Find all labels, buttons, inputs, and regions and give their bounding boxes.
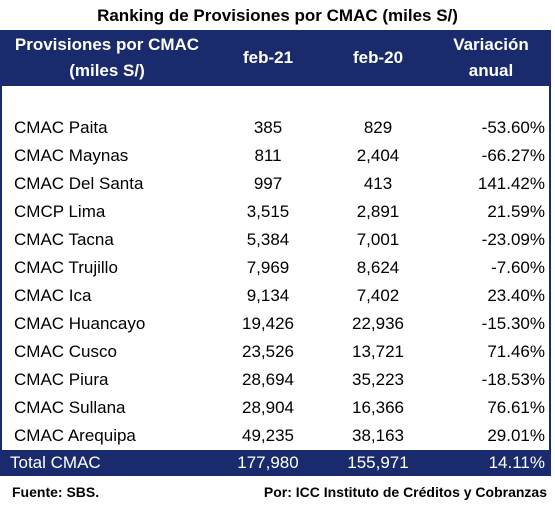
- cell-feb21: 997: [253, 174, 283, 193]
- cell-variation: 76.61%: [487, 398, 545, 417]
- cell-feb20: 35,223: [352, 370, 404, 389]
- table-row: CMAC Sullana 28,904 16,366 76.61%: [2, 394, 549, 422]
- table-body: CMAC Paita 385 829 -53.60% CMAC Maynas 811 2,4…: [2, 114, 549, 450]
- cell-feb20: 8,624: [356, 258, 400, 277]
- header-entity-line1: Provisiones por CMAC: [14, 35, 200, 54]
- header-entity-line2: (miles S/): [69, 61, 145, 80]
- cell-feb21: 23,526: [242, 342, 294, 361]
- cell-feb21: 385: [253, 118, 283, 137]
- cell-variation: 29.01%: [487, 426, 545, 445]
- header-cell-feb20: feb-20: [352, 48, 404, 67]
- cell-feb20: 7,001: [356, 230, 400, 249]
- table-title: Ranking de Provisiones por CMAC (miles S…: [97, 6, 458, 25]
- cell-feb20: 7,402: [356, 286, 400, 305]
- cell-entity-name: CMAC Piura: [14, 370, 109, 389]
- cell-feb20: 413: [363, 174, 393, 193]
- cell-feb20: 13,721: [352, 342, 404, 361]
- header-variation-line1: Variación: [453, 35, 529, 54]
- cell-entity-name: CMAC Tacna: [14, 230, 114, 249]
- cell-variation: -18.53%: [481, 370, 545, 389]
- cell-variation: -23.09%: [481, 230, 545, 249]
- cell-variation: 23.40%: [487, 286, 545, 305]
- table-row: CMAC Trujillo 7,969 8,624 -7.60%: [2, 254, 549, 282]
- cell-entity-name: CMAC Ica: [14, 286, 92, 305]
- footer: Fuente: SBS. Por: ICC Instituto de Crédi…: [0, 480, 555, 504]
- total-feb21: 177,980: [237, 453, 299, 472]
- cell-variation: -7.60%: [491, 258, 545, 277]
- header-cell-feb21: feb-21: [242, 48, 294, 67]
- cell-feb20: 2,404: [356, 146, 400, 165]
- cell-feb21: 28,694: [242, 370, 294, 389]
- header-cell-variation: Variación anual: [433, 30, 549, 86]
- cell-feb20: 22,936: [352, 314, 404, 333]
- table-row: CMAC Tacna 5,384 7,001 -23.09%: [2, 226, 549, 254]
- cell-entity-name: CMAC Huancayo: [14, 314, 146, 333]
- cell-feb20: 38,163: [352, 426, 404, 445]
- total-name: Total CMAC: [10, 453, 101, 472]
- total-feb20: 155,971: [347, 453, 409, 472]
- header-variation-line2: anual: [468, 61, 514, 80]
- cell-feb21: 19,426: [242, 314, 294, 333]
- cell-variation: 141.42%: [477, 174, 545, 193]
- cell-entity-name: CMAC Maynas: [14, 146, 129, 165]
- table-row: CMAC Huancayo 19,426 22,936 -15.30%: [2, 310, 549, 338]
- cell-variation: 21.59%: [487, 202, 545, 221]
- cell-feb20: 2,891: [356, 202, 400, 221]
- cell-variation: -66.27%: [481, 146, 545, 165]
- table-header: Provisiones por CMAC (miles S/) feb-21 f…: [0, 30, 551, 86]
- total-variation: 14.11%: [488, 453, 545, 472]
- cell-feb21: 28,904: [242, 398, 294, 417]
- cell-feb21: 5,384: [246, 230, 290, 249]
- table-row: CMAC Del Santa 997 413 141.42%: [2, 170, 549, 198]
- table-row: CMAC Cusco 23,526 13,721 71.46%: [2, 338, 549, 366]
- cell-variation: 71.46%: [487, 342, 545, 361]
- total-row: Total CMAC 177,980 155,971 14.11%: [0, 450, 551, 476]
- cell-entity-name: CMAC Cusco: [14, 342, 117, 361]
- cell-feb20: 829: [363, 118, 393, 137]
- cell-entity-name: CMAC Trujillo: [14, 258, 118, 277]
- cell-variation: -15.30%: [481, 314, 545, 333]
- source-note: Fuente: SBS.: [12, 484, 100, 500]
- cell-feb21: 7,969: [246, 258, 290, 277]
- cell-entity-name: CMAC Del Santa: [14, 174, 144, 193]
- table-row: CMAC Maynas 811 2,404 -66.27%: [2, 142, 549, 170]
- cell-entity-name: CMAC Sullana: [14, 398, 126, 417]
- cell-entity-name: CMAC Paita: [14, 118, 108, 137]
- cell-feb20: 16,366: [352, 398, 404, 417]
- cell-variation: -53.60%: [481, 118, 545, 137]
- cell-feb21: 49,235: [242, 426, 294, 445]
- table-row: CMAC Piura 28,694 35,223 -18.53%: [2, 366, 549, 394]
- table-row: CMCP Lima 3,515 2,891 21.59%: [2, 198, 549, 226]
- table-row: CMAC Ica 9,134 7,402 23.40%: [2, 282, 549, 310]
- cell-feb21: 9,134: [246, 286, 290, 305]
- credit-note: Por: ICC Instituto de Créditos y Cobranz…: [263, 484, 547, 500]
- header-cell-entity: Provisiones por CMAC (miles S/): [2, 30, 212, 86]
- table-row: CMAC Arequipa 49,235 38,163 29.01%: [2, 422, 549, 450]
- cell-entity-name: CMCP Lima: [14, 202, 106, 221]
- cell-feb21: 811: [254, 146, 282, 165]
- table-row: CMAC Paita 385 829 -53.60%: [2, 114, 549, 142]
- cell-feb21: 3,515: [246, 202, 290, 221]
- cell-entity-name: CMAC Arequipa: [14, 426, 136, 445]
